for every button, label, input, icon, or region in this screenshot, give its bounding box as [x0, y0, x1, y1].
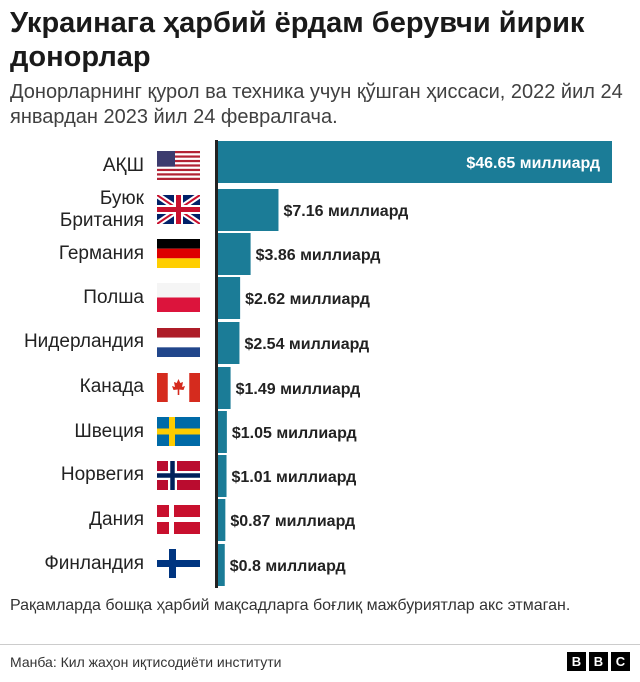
value-label: $2.54 миллиард — [244, 336, 369, 353]
bar — [218, 499, 226, 541]
us-flag-icon — [157, 151, 200, 180]
bbc-logo: B B C — [567, 652, 630, 671]
category-label: Дания — [89, 509, 144, 530]
bar — [218, 322, 240, 364]
netherlands-flag-icon — [157, 328, 200, 357]
sweden-flag-icon — [157, 417, 200, 446]
chart-subtitle: Донорларнинг қурол ва техника учун қўшга… — [10, 81, 623, 128]
value-label: $3.86 миллиард — [256, 247, 381, 264]
category-label: Германия — [58, 243, 144, 264]
uk-flag-icon — [157, 195, 200, 224]
bar — [218, 189, 279, 231]
bar — [218, 141, 612, 183]
logo-letter: C — [611, 652, 630, 671]
bar — [218, 367, 231, 409]
logo-letter: B — [589, 652, 608, 671]
value-label: $1.49 миллиард — [236, 381, 361, 398]
value-label: $1.01 миллиард — [232, 469, 357, 486]
canada-flag-icon — [157, 373, 200, 402]
value-label: $7.16 миллиард — [283, 203, 408, 220]
bar — [218, 233, 251, 275]
value-label: $0.87 миллиард — [230, 513, 355, 530]
finland-flag-icon — [157, 549, 200, 578]
category-label: Нидерландия — [23, 331, 144, 352]
logo-letter: B — [567, 652, 586, 671]
category-label: Канада — [79, 376, 144, 397]
value-label: $1.05 миллиард — [232, 425, 357, 442]
bar — [218, 411, 227, 453]
category-label: Норвегия — [60, 464, 144, 485]
footnote: Рақамларда бошқа ҳарбий мақсадларга боғл… — [10, 597, 571, 614]
poland-flag-icon — [157, 283, 200, 312]
bar — [218, 277, 241, 319]
chart-title: Украинага ҳарбий ёрдам берувчи йирик дон… — [10, 7, 585, 73]
divider — [0, 644, 640, 645]
norway-flag-icon — [157, 461, 200, 490]
category-label: Швеция — [74, 421, 144, 442]
value-label: $46.65 миллиард — [466, 155, 600, 172]
value-label: $0.8 миллиард — [230, 558, 346, 575]
germany-flag-icon — [157, 239, 200, 268]
chart-baseline — [215, 140, 218, 588]
category-label: Буюк Британия — [59, 188, 144, 231]
value-label: $2.62 миллиард — [245, 291, 370, 308]
category-label: Полша — [83, 287, 144, 308]
source-note: Манба: Кил жаҳон иқтисодиёти институти — [10, 654, 282, 670]
bar — [218, 455, 227, 497]
category-label: АҚШ — [102, 155, 144, 176]
bar — [218, 544, 225, 586]
category-label: Финландия — [44, 553, 144, 574]
denmark-flag-icon — [157, 505, 200, 534]
